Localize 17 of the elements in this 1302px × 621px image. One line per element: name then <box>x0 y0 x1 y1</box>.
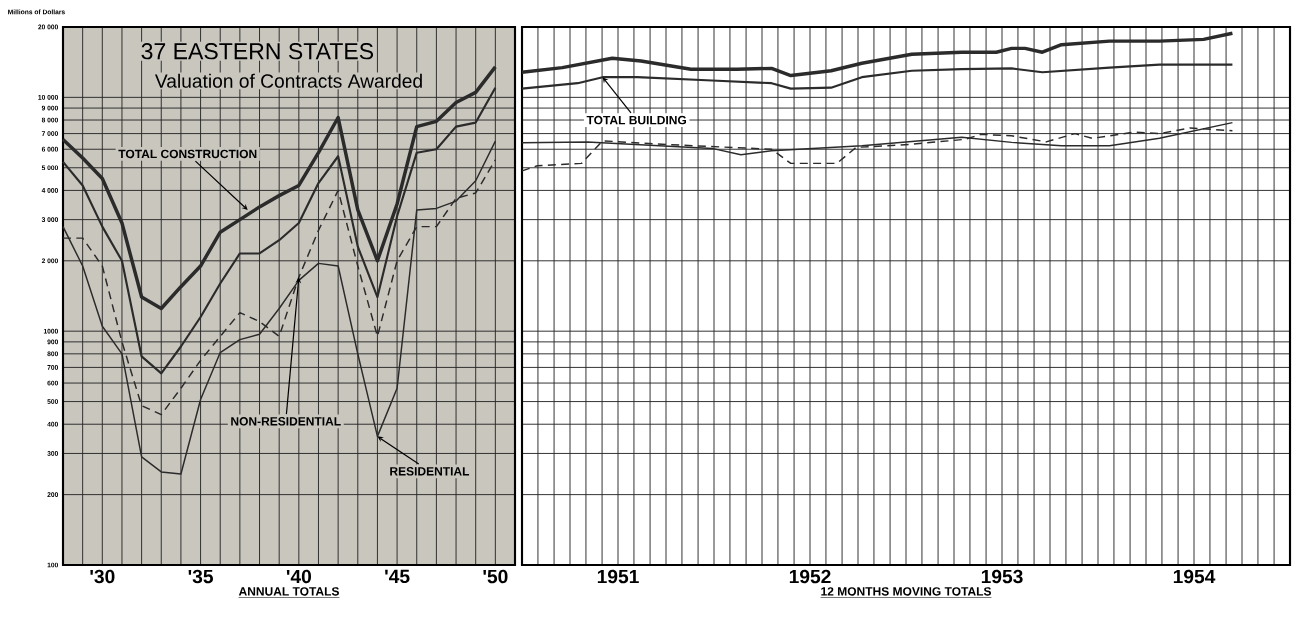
x-tick-label: 1952 <box>789 569 831 584</box>
x-axis-title: ANNUAL TOTALS <box>238 587 339 596</box>
text: 37 EASTERN STATES <box>141 43 374 60</box>
x-tick-label: 1953 <box>981 569 1023 584</box>
x-tick-label: '40 <box>286 569 311 584</box>
text: Valuation of Contracts Awarded <box>154 73 422 88</box>
annotation: TOTAL CONSTRUCTION <box>118 149 257 159</box>
x-axis-title: 12 MONTHS MOVING TOTALS <box>821 587 991 596</box>
x-tick-label: '35 <box>188 569 213 584</box>
x-tick-label: '50 <box>483 569 508 584</box>
annotation: TOTAL BUILDING <box>586 115 687 125</box>
x-tick-label: '45 <box>385 569 410 584</box>
x-tick-label: 1954 <box>1173 569 1216 584</box>
annotation: NON-RESIDENTIAL <box>231 417 341 426</box>
x-tick-label: '30 <box>90 569 115 584</box>
annotation: RESIDENTIAL <box>390 467 470 476</box>
x-tick-label: 1951 <box>597 569 639 584</box>
